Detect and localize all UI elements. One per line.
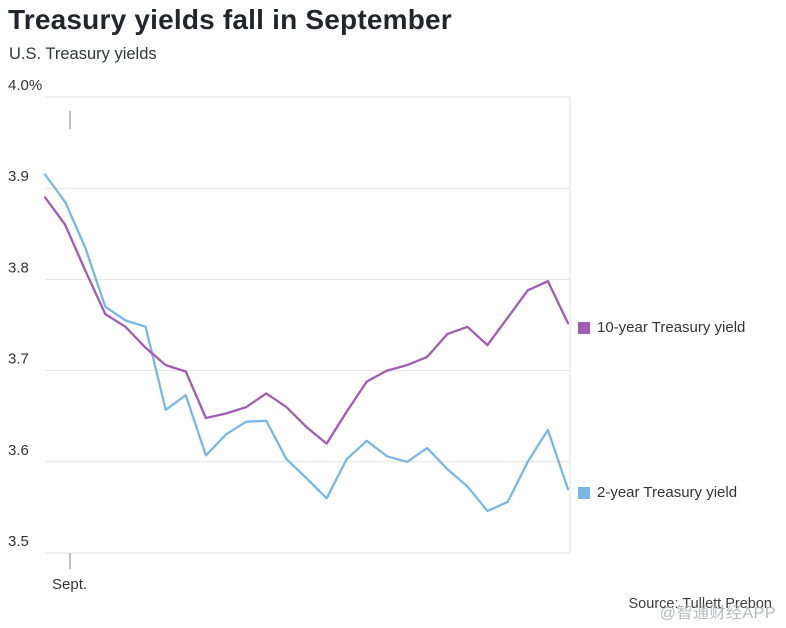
legend-item-10-year: 10-year Treasury yield <box>578 319 745 336</box>
svg-text:3.6: 3.6 <box>8 442 29 459</box>
legend-label-10-year: 10-year Treasury yield <box>597 319 746 336</box>
svg-text:3.8: 3.8 <box>8 259 29 276</box>
svg-text:3.5: 3.5 <box>8 533 29 550</box>
chart-title: Treasury yields fall in September <box>8 4 452 35</box>
legend-item-2-year: 2-year Treasury yield <box>578 484 737 501</box>
svg-text:3.9: 3.9 <box>8 168 29 185</box>
watermark-text: @智通财经APP <box>659 605 776 622</box>
chart-subtitle: U.S. Treasury yields <box>9 45 157 63</box>
legend-swatch-10-year-icon <box>578 321 590 334</box>
svg-text:3.7: 3.7 <box>8 351 29 368</box>
legend-swatch-2-year-icon <box>578 486 590 499</box>
source-text: Source: Tullett Prebon <box>628 596 772 612</box>
svg-text:4.0%: 4.0% <box>8 77 42 94</box>
legend-label-2-year: 2-year Treasury yield <box>597 484 738 501</box>
x-axis-label: Sept. <box>52 576 88 593</box>
